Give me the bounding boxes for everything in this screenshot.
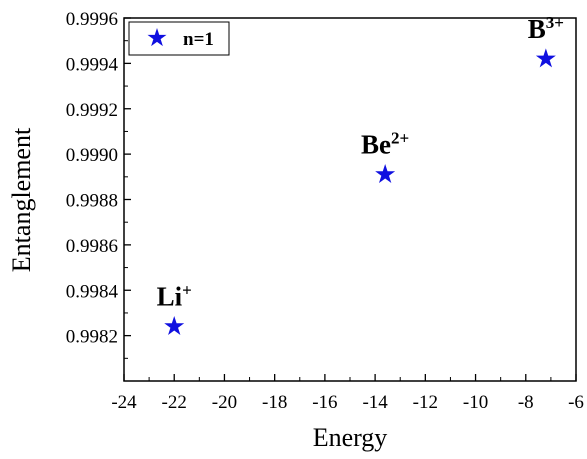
y-tick-label: 0.9982: [66, 327, 118, 348]
y-tick-label: 0.9984: [66, 281, 119, 302]
x-tick-label: -14: [362, 392, 388, 413]
x-tick-label: -16: [312, 392, 337, 413]
legend-label: n=1: [183, 29, 214, 50]
ion-label: B3+: [528, 13, 564, 44]
x-axis-title: Energy: [313, 423, 388, 452]
legend-star-icon: [147, 28, 167, 47]
ion-label: Be2+: [361, 129, 409, 160]
point-annotations: Li+ Be2+ B3+: [157, 13, 564, 312]
data-point-star: [375, 164, 396, 184]
ion-symbol: Be: [361, 130, 391, 160]
plot-frame: [123, 17, 577, 382]
data-points: [164, 48, 556, 336]
x-tick-label: -20: [212, 392, 237, 413]
ion-charge: 2+: [391, 129, 409, 148]
y-tick-label: 0.9994: [66, 54, 119, 75]
y-axis-title: Entanglement: [7, 127, 36, 272]
ion-symbol: B: [528, 14, 546, 44]
x-tick-label: -6: [568, 392, 584, 413]
ion-charge: +: [182, 281, 192, 300]
ion-charge: 3+: [546, 13, 564, 32]
x-tick-label: -8: [518, 392, 534, 413]
x-tick-label: -18: [262, 392, 287, 413]
y-tick-label: 0.9988: [66, 191, 118, 212]
ion-label: Li+: [157, 281, 192, 312]
axis-ticks: [123, 17, 577, 381]
x-tick-label: -22: [162, 392, 187, 413]
data-point-star: [535, 48, 556, 68]
y-tick-label: 0.9996: [66, 9, 118, 30]
legend: n=1: [128, 21, 230, 56]
x-tick-label: -12: [413, 392, 438, 413]
ion-symbol: Li: [157, 282, 183, 312]
tick-labels: -24 -22 -20 -18 -16 -14 -12 -10 -8 -6 0.9982 0.9984…: [66, 9, 584, 413]
y-tick-label: 0.9990: [66, 145, 118, 166]
legend-box: [128, 21, 230, 56]
y-tick-label: 0.9986: [66, 236, 118, 257]
x-tick-label: -24: [111, 392, 137, 413]
x-tick-label: -10: [463, 392, 488, 413]
y-tick-label: 0.9992: [66, 100, 118, 121]
data-point-star: [164, 316, 185, 336]
